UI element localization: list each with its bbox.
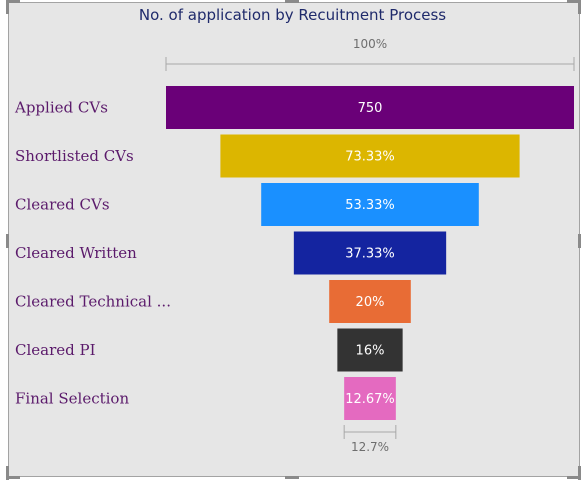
- resize-handle-bottom-left[interactable]: [6, 476, 20, 479]
- funnel-bar[interactable]: [220, 134, 520, 178]
- resize-handle-top-right[interactable]: [567, 0, 581, 3]
- funnel-category-label: Cleared PI: [15, 341, 96, 359]
- funnel-bar-data-label: 73.33%: [345, 150, 395, 165]
- resize-handle-top-right-v[interactable]: [578, 0, 581, 14]
- funnel-bar[interactable]: [329, 280, 411, 323]
- funnel-bar[interactable]: [337, 328, 403, 372]
- resize-handle-right-middle[interactable]: [578, 234, 581, 248]
- funnel-category-label: Shortlisted CVs: [15, 147, 134, 165]
- funnel-bar[interactable]: [344, 377, 396, 420]
- resize-handle-bottom-center[interactable]: [285, 476, 299, 479]
- funnel-category-label: Cleared Technical ...: [15, 293, 171, 311]
- funnel-category-label: Cleared CVs: [15, 196, 110, 214]
- funnel-category-label: Cleared Written: [15, 244, 137, 262]
- resize-handle-bottom-right[interactable]: [567, 476, 581, 479]
- funnel-bar-data-label: 37.33%: [345, 247, 395, 262]
- funnel-bar-data-label: 20%: [356, 295, 385, 310]
- resize-handle-top-left[interactable]: [6, 0, 20, 3]
- chart-title: No. of application by Recuitment Process: [138, 6, 447, 24]
- funnel-category-label: Final Selection: [15, 390, 129, 408]
- funnel-bar[interactable]: [261, 183, 479, 226]
- funnel-category-label: Applied CVs: [14, 99, 108, 117]
- funnel-bar-data-label: 12.67%: [345, 392, 395, 407]
- top-percent-label: 100%: [353, 37, 387, 51]
- funnel-bar[interactable]: [293, 231, 447, 275]
- resize-handle-left-middle[interactable]: [6, 234, 9, 248]
- bottom-percent-label: 12.7%: [351, 440, 389, 454]
- funnel-bar[interactable]: [166, 86, 574, 129]
- resize-handle-bottom-right-v[interactable]: [578, 466, 581, 480]
- resize-handle-bottom-left-v[interactable]: [6, 466, 9, 480]
- resize-handle-top-left-v[interactable]: [6, 0, 9, 14]
- funnel-bar-data-label: 16%: [356, 344, 385, 359]
- funnel-bar-data-label: 750: [358, 101, 383, 116]
- funnel-bar-data-label: 53.33%: [345, 198, 395, 213]
- resize-handle-top-center[interactable]: [285, 0, 299, 3]
